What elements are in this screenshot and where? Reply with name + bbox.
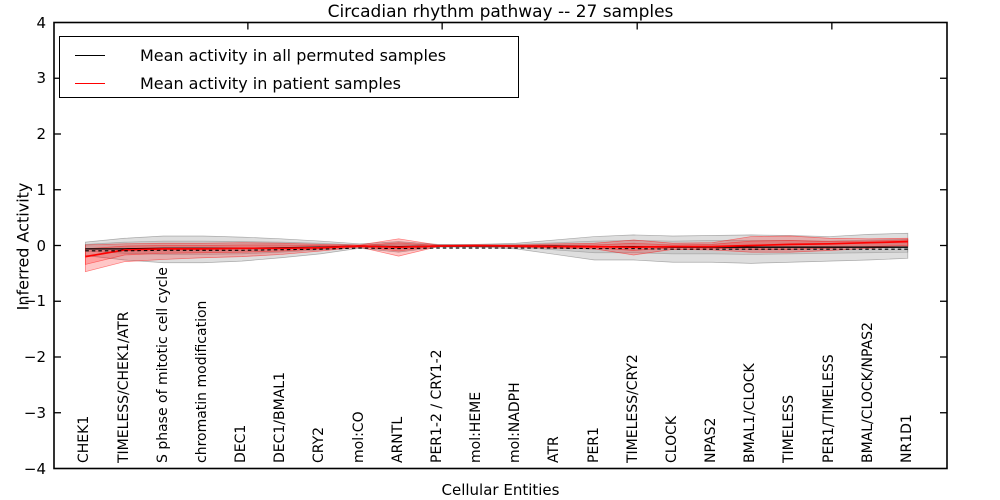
legend-label-patient: Mean activity in patient samples: [140, 73, 401, 93]
x-tick-label: chromatin modification: [193, 300, 210, 463]
legend-box: Mean activity in all permuted samples Me…: [59, 36, 519, 98]
x-tick-label: PER1-2 / CRY1-2: [428, 349, 445, 463]
x-tick-label: TIMELESS/CHEK1/ATR: [115, 311, 132, 463]
y-tick-label: 1: [36, 180, 46, 199]
y-tick-label: 4: [36, 13, 46, 32]
legend-label-permuted: Mean activity in all permuted samples: [140, 45, 447, 65]
y-tick-label: −3: [23, 403, 46, 422]
x-axis-label: Cellular Entities: [441, 481, 560, 499]
permuted-spread-outer-band: [84, 232, 909, 264]
x-tick-label: PER1/TIMELESS: [820, 354, 837, 463]
x-tick-label: TIMELESS/CRY2: [624, 354, 641, 463]
patient-line-swatch: [75, 82, 105, 84]
x-tick-label: TIMELESS: [781, 394, 798, 463]
x-tick-label: PER1: [585, 427, 602, 463]
chart-title: Circadian rhythm pathway -- 27 samples: [327, 2, 674, 22]
x-tick-label: BMAL/CLOCK/NPAS2: [859, 322, 876, 463]
patient-mean-line: [85, 240, 908, 258]
x-tick-label: ARNTL: [389, 416, 406, 463]
x-tick-label: CLOCK: [663, 415, 680, 463]
legend-entry-patient: Mean activity in patient samples: [60, 70, 401, 96]
x-tick-label: S phase of mitotic cell cycle: [154, 267, 171, 463]
x-tick-label: DEC1/BMAL1: [272, 372, 289, 463]
y-tick-label: 0: [36, 236, 46, 255]
x-tick-label: BMAL1/CLOCK: [742, 363, 759, 463]
x-tick-label: DEC1: [233, 424, 249, 463]
y-tick-label: −2: [23, 348, 46, 366]
x-tick-label: ATR: [546, 436, 563, 463]
x-tick-label: NR1D1: [898, 414, 915, 463]
x-tick-label: mol:CO: [350, 411, 367, 463]
y-tick-label: 3: [36, 69, 46, 88]
x-tick-label: NPAS2: [703, 417, 719, 463]
x-tick-label: CHEK1: [76, 415, 93, 463]
permuted-line-swatch: [75, 54, 105, 56]
permuted-mean-dashed-line: [85, 247, 908, 252]
x-tick-label: mol:HEME: [468, 391, 484, 463]
x-tick-label: CRY2: [311, 426, 328, 463]
y-tick-label: −4: [23, 459, 46, 478]
y-tick-label: 2: [36, 125, 46, 143]
y-tick-label: −1: [23, 292, 46, 311]
legend-entry-permuted: Mean activity in all permuted samples: [60, 42, 446, 68]
x-tick-label: mol:NADPH: [507, 382, 524, 463]
